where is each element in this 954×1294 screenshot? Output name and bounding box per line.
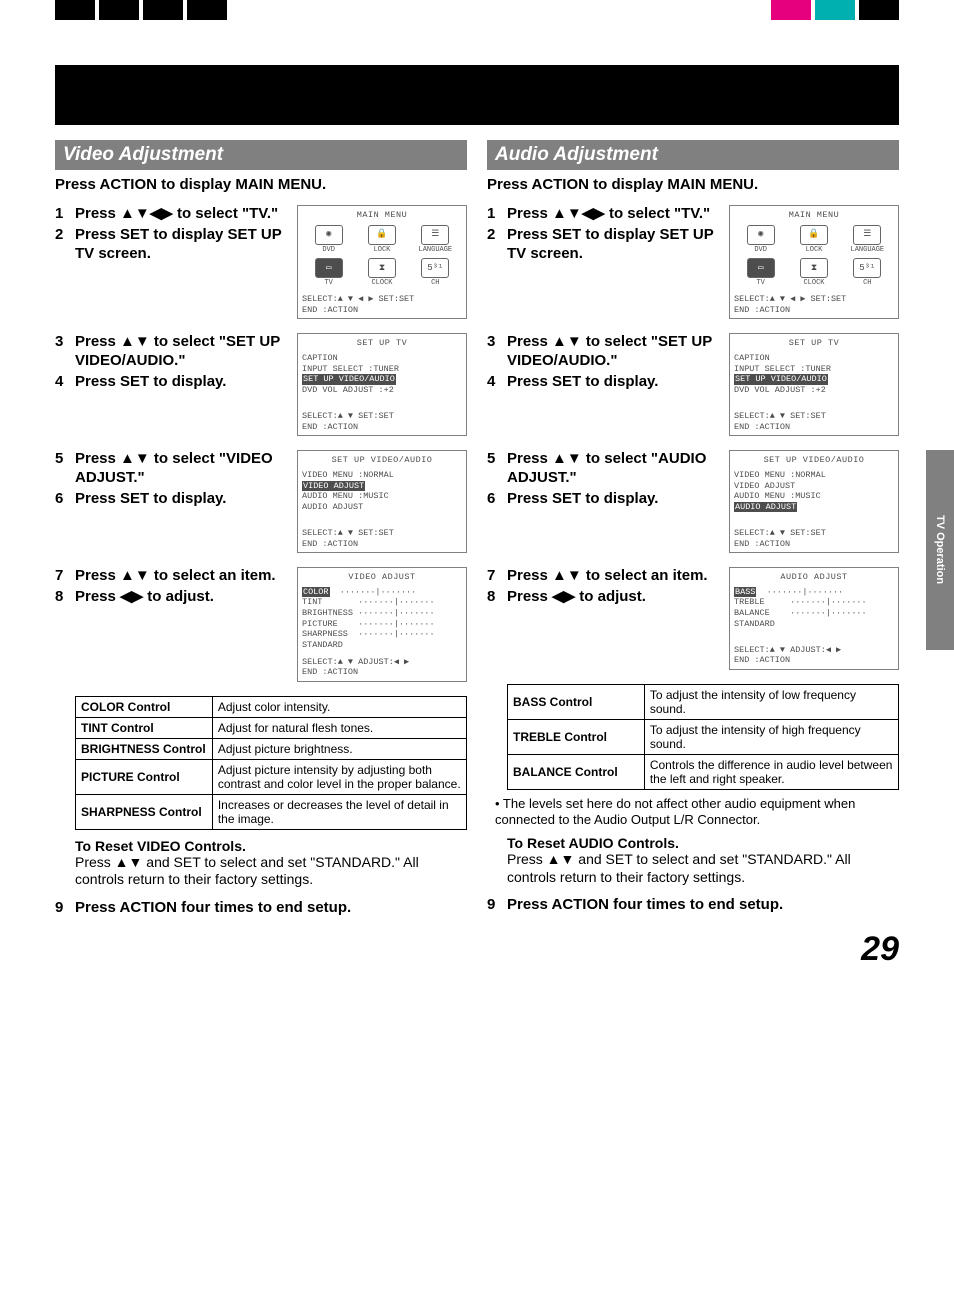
osd-setup-va-video: SET UP VIDEO/AUDIO VIDEO MENU :NORMALVID…: [297, 450, 467, 553]
video-step-7: Press ▲▼ to select an item.: [75, 567, 276, 586]
audio-step-3: Press ▲▼ to select "SET UP VIDEO/AUDIO.": [507, 333, 719, 371]
osd-setup-va-audio: SET UP VIDEO/AUDIO VIDEO MENU :NORMALVID…: [729, 450, 899, 553]
video-step-5: Press ▲▼ to select "VIDEO ADJUST.": [75, 450, 287, 488]
header-band: [55, 65, 899, 125]
audio-step-6: Press SET to display.: [507, 490, 658, 509]
table-row: BRIGHTNESS ControlAdjust picture brightn…: [76, 738, 467, 759]
side-tab-label: TV Operation: [934, 515, 946, 584]
audio-step-5: Press ▲▼ to select "AUDIO ADJUST.": [507, 450, 719, 488]
video-reset-body: Press ▲▼ and SET to select and set "STAN…: [75, 854, 467, 889]
audio-note: • The levels set here do not affect othe…: [495, 796, 899, 827]
video-step-3: Press ▲▼ to select "SET UP VIDEO/AUDIO.": [75, 333, 287, 371]
osd-audio-adjust: AUDIO ADJUST BASS ·······|·······TREBLE …: [729, 567, 899, 670]
video-step-6: Press SET to display.: [75, 490, 226, 509]
audio-header: Audio Adjustment: [487, 140, 899, 170]
table-row: TREBLE ControlTo adjust the intensity of…: [508, 720, 899, 755]
osd-main-menu: MAIN MENU ◉🔒☰ DVDLOCKLANGUAGE ▭⧗5³¹ TVCL…: [297, 205, 467, 319]
video-step-4: Press SET to display.: [75, 373, 226, 392]
video-intro: Press ACTION to display MAIN MENU.: [55, 176, 467, 193]
registration-marks: [0, 0, 954, 35]
audio-step-4: Press SET to display.: [507, 373, 658, 392]
video-step-2: Press SET to display SET UP TV screen.: [75, 226, 287, 264]
audio-reset-body: Press ▲▼ and SET to select and set "STAN…: [507, 851, 899, 886]
table-row: BASS ControlTo adjust the intensity of l…: [508, 685, 899, 720]
table-row: BALANCE ControlControls the difference i…: [508, 755, 899, 790]
audio-controls-table: BASS ControlTo adjust the intensity of l…: [507, 684, 899, 790]
side-tab: TV Operation: [926, 450, 954, 650]
audio-step-1: Press ▲▼◀▶ to select "TV.": [507, 205, 710, 224]
table-row: PICTURE ControlAdjust picture intensity …: [76, 759, 467, 794]
audio-step-7: Press ▲▼ to select an item.: [507, 567, 708, 586]
audio-step-2: Press SET to display SET UP TV screen.: [507, 226, 719, 264]
video-step-1: Press ▲▼◀▶ to select "TV.": [75, 205, 278, 224]
table-row: SHARPNESS ControlIncreases or decreases …: [76, 794, 467, 829]
osd-main-menu-2: MAIN MENU ◉🔒☰ DVDLOCKLANGUAGE ▭⧗5³¹ TVCL…: [729, 205, 899, 319]
audio-reset-header: To Reset AUDIO Controls.: [507, 835, 899, 851]
audio-step-8: Press ◀▶ to adjust.: [507, 588, 646, 607]
page-number: 29: [0, 930, 899, 969]
video-step-8: Press ◀▶ to adjust.: [75, 588, 214, 607]
osd-setup-tv-2: SET UP TV CAPTIONINPUT SELECT :TUNERSET …: [729, 333, 899, 436]
osd-setup-tv: SET UP TV CAPTIONINPUT SELECT :TUNERSET …: [297, 333, 467, 436]
osd-video-adjust: VIDEO ADJUST COLOR ·······|·······TINT ·…: [297, 567, 467, 682]
video-reset-header: To Reset VIDEO Controls.: [75, 838, 467, 854]
video-controls-table: COLOR ControlAdjust color intensity.TINT…: [75, 696, 467, 830]
table-row: TINT ControlAdjust for natural flesh ton…: [76, 717, 467, 738]
video-header: Video Adjustment: [55, 140, 467, 170]
table-row: COLOR ControlAdjust color intensity.: [76, 696, 467, 717]
osd-title: MAIN MENU: [302, 210, 462, 221]
audio-step-9: Press ACTION four times to end setup.: [507, 896, 783, 915]
video-step-9: Press ACTION four times to end setup.: [75, 899, 351, 918]
audio-intro: Press ACTION to display MAIN MENU.: [487, 176, 899, 193]
audio-column: Audio Adjustment Press ACTION to display…: [487, 140, 899, 920]
video-column: Video Adjustment Press ACTION to display…: [55, 140, 467, 920]
